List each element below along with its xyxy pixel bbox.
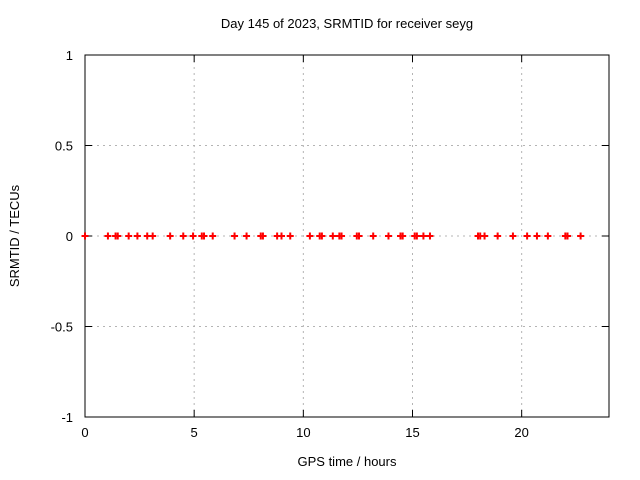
x-tick-label: 0 bbox=[81, 425, 88, 440]
data-point-markers bbox=[81, 232, 585, 240]
x-axis-label: GPS time / hours bbox=[297, 454, 397, 469]
y-tick-label: -1 bbox=[61, 410, 73, 425]
x-tick-label: 15 bbox=[405, 425, 419, 440]
chart-title: Day 145 of 2023, SRMTID for receiver sey… bbox=[220, 16, 474, 31]
y-axis-label: SRMTID / TECUs bbox=[7, 184, 22, 288]
y-tick-label: 0 bbox=[66, 229, 73, 244]
x-tick-label: 5 bbox=[191, 425, 198, 440]
y-tick-label: -0.5 bbox=[51, 320, 73, 335]
x-tick-label: 10 bbox=[296, 425, 310, 440]
y-tick-label: 1 bbox=[66, 48, 73, 63]
x-tick-label: 20 bbox=[514, 425, 528, 440]
y-tick-label: 0.5 bbox=[55, 139, 73, 154]
